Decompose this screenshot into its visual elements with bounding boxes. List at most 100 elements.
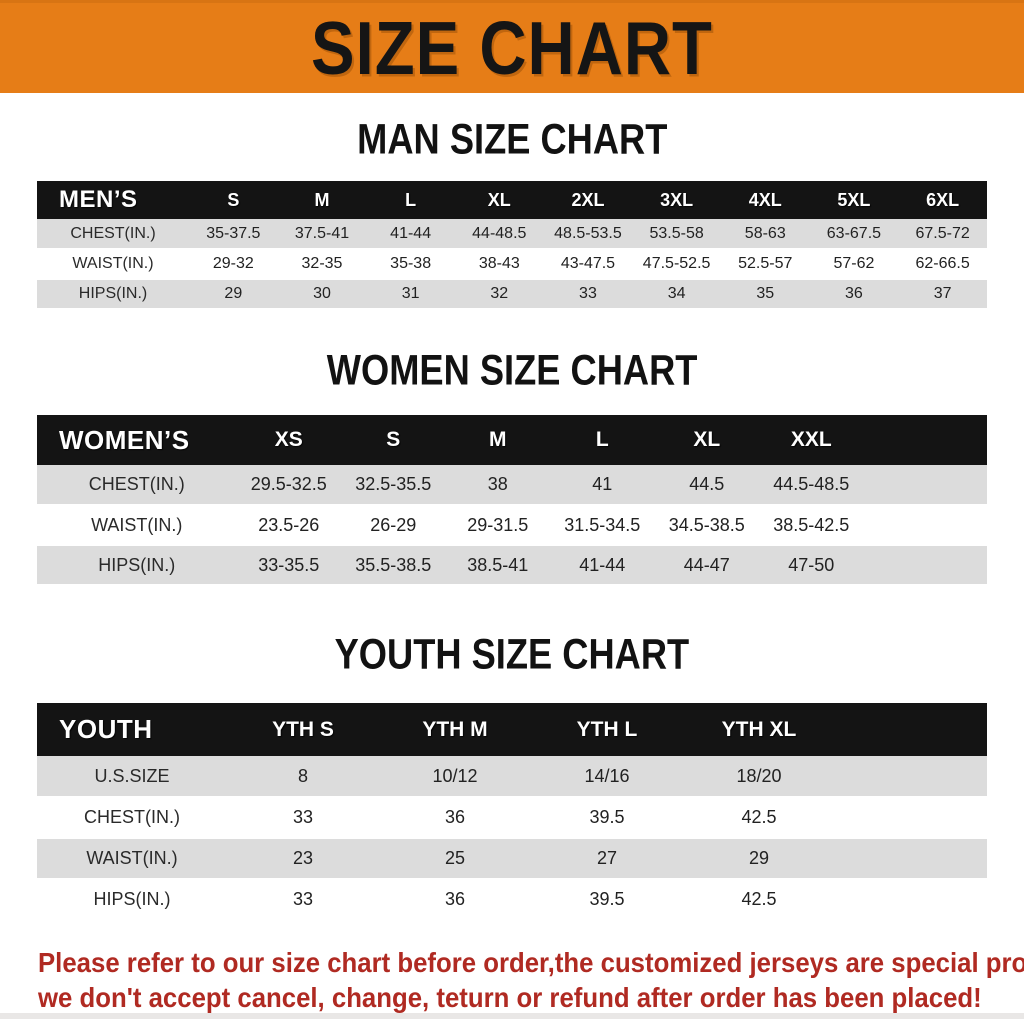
measurement-value: 58-63 xyxy=(744,224,786,242)
measurement-label: CHEST(IN.) xyxy=(70,224,156,242)
measurement-value: 38.5-41 xyxy=(467,554,529,575)
measurement-row: U.S.SIZE 8 10/12 14/16 18/20 xyxy=(37,756,987,797)
measurement-value: 41-44 xyxy=(390,224,432,242)
youth-section-heading: YOUTH SIZE CHART xyxy=(0,631,1024,678)
measurement-value: 33 xyxy=(579,285,597,302)
measurement-value: 39.5 xyxy=(589,889,625,909)
measurement-label: CHEST(IN.) xyxy=(84,807,180,827)
measurement-label: CHEST(IN.) xyxy=(88,474,185,494)
measurement-row: CHEST(IN.) 33 36 39.5 42.5 xyxy=(37,797,987,838)
measurement-row: WAIST(IN.) 23 25 27 29 xyxy=(37,838,987,879)
measurement-label: HIPS(IN.) xyxy=(78,285,148,302)
youth-size-table: YOUTH YTH S YTH M YTH L YTH XL U.S.SIZE 8 10/1… xyxy=(37,703,987,921)
measurement-value: 44-47 xyxy=(683,554,730,575)
measurement-value: 25 xyxy=(444,848,466,868)
size-column-header: XL xyxy=(693,428,721,451)
measurement-value: 33-35.5 xyxy=(258,554,320,575)
measurement-value: 29-32 xyxy=(212,255,254,272)
measurement-value: 33 xyxy=(292,807,314,827)
measurement-label: WAIST(IN.) xyxy=(91,514,183,535)
measurement-value: 10/12 xyxy=(432,765,478,786)
measurement-row: CHEST(IN.) 29.5-32.5 32.5-35.5 38 41 44.5 44.5… xyxy=(37,465,987,505)
measurement-value: 33 xyxy=(292,889,314,909)
table-group-label: YOUTH xyxy=(59,714,153,744)
measurement-value: 31.5-34.5 xyxy=(564,514,641,535)
size-column-header: XXL xyxy=(790,428,832,451)
womens-size-table: WOMEN’S XS S M L XL XXL CHEST(IN.) 29.5-32.5 32.… xyxy=(37,415,987,586)
measurement-value: 37 xyxy=(933,285,952,302)
measurement-value: 47-50 xyxy=(788,554,835,575)
spacer-cell xyxy=(835,797,987,838)
table-group-label: MEN’S xyxy=(59,186,138,213)
man-section-heading-text: MAN SIZE CHART xyxy=(356,116,668,163)
measurement-value: 31 xyxy=(401,285,420,302)
measurement-value: 38 xyxy=(487,474,508,494)
size-column-header: XL xyxy=(487,189,511,210)
mens-table-header-row: MEN’S S M L XL 2XL 3XL 4XL 5XL 6XL xyxy=(37,181,987,219)
measurement-row: HIPS(IN.) 33-35.5 35.5-38.5 38.5-41 41-44 44-… xyxy=(37,545,987,585)
size-column-header: 5XL xyxy=(837,189,871,210)
size-column-header: YTH XL xyxy=(721,717,797,741)
women-section-heading-text: WOMEN SIZE CHART xyxy=(326,347,698,394)
measurement-value: 29.5-32.5 xyxy=(250,474,327,494)
women-section-heading: WOMEN SIZE CHART xyxy=(0,347,1024,394)
size-column-header: YTH L xyxy=(576,717,638,741)
size-column-header: XS xyxy=(274,428,303,451)
measurement-value: 35-37.5 xyxy=(206,224,261,242)
size-column-header: 4XL xyxy=(748,189,782,210)
measurement-value: 41 xyxy=(592,474,613,494)
measurement-value: 35.5-38.5 xyxy=(355,554,432,575)
measurement-value: 23 xyxy=(292,848,314,868)
measurement-value: 53.5-58 xyxy=(649,224,704,242)
disclaimer-line-2: we don't accept cancel, change, teturn o… xyxy=(38,982,982,1013)
measurement-value: 35 xyxy=(756,285,775,302)
size-column-header: YTH M xyxy=(422,717,488,741)
spacer-cell xyxy=(835,703,987,756)
measurement-label: U.S.SIZE xyxy=(94,765,170,786)
banner-title: SIZE CHART xyxy=(311,5,713,91)
measurement-value: 36 xyxy=(845,285,863,302)
measurement-value: 57-62 xyxy=(833,255,875,272)
measurement-value: 23.5-26 xyxy=(258,514,320,535)
measurement-row: WAIST(IN.) 23.5-26 26-29 29-31.5 31.5-34.5 34… xyxy=(37,505,987,545)
size-column-header: 6XL xyxy=(926,189,960,210)
size-column-header: L xyxy=(405,189,417,210)
measurement-value: 14/16 xyxy=(584,765,630,786)
mens-size-table: MEN’S S M L XL 2XL 3XL 4XL 5XL 6XL CHEST(IN.) 35-3… xyxy=(37,181,987,310)
measurement-value: 34 xyxy=(667,285,686,302)
disclaimer-note: Please refer to our size chart before or… xyxy=(38,945,1024,1015)
measurement-value: 32.5-35.5 xyxy=(355,474,432,494)
measurement-value: 39.5 xyxy=(589,807,625,827)
measurement-value: 36 xyxy=(444,889,466,909)
womens-table-header-row: WOMEN’S XS S M L XL XXL xyxy=(37,415,987,465)
measurement-value: 44.5 xyxy=(689,474,725,494)
measurement-row: CHEST(IN.) 35-37.5 37.5-41 41-44 44-48.5 48.5… xyxy=(37,219,987,249)
measurement-value: 18/20 xyxy=(736,765,782,786)
measurement-value: 29 xyxy=(748,848,770,868)
size-column-header: 3XL xyxy=(660,189,694,210)
measurement-row: WAIST(IN.) 29-32 32-35 35-38 38-43 43-47.5 47.… xyxy=(37,249,987,279)
measurement-value: 44.5-48.5 xyxy=(773,474,850,494)
measurement-value: 34.5-38.5 xyxy=(668,514,745,535)
measurement-value: 41-44 xyxy=(579,554,626,575)
measurement-value: 44-48.5 xyxy=(472,224,527,242)
size-column-header: 2XL xyxy=(571,189,605,210)
measurement-value: 29-31.5 xyxy=(467,514,529,535)
measurement-value: 48.5-53.5 xyxy=(554,224,622,242)
measurement-value: 32-35 xyxy=(301,255,343,272)
size-column-header: M xyxy=(314,189,330,210)
disclaimer-line-1: Please refer to our size chart before or… xyxy=(38,947,1024,978)
bottom-edge-strip xyxy=(0,1013,1024,1019)
measurement-value: 32 xyxy=(490,285,509,302)
spacer-cell xyxy=(835,756,987,797)
measurement-label: HIPS(IN.) xyxy=(93,889,171,909)
measurement-label: WAIST(IN.) xyxy=(86,848,178,868)
youth-table-header-row: YOUTH YTH S YTH M YTH L YTH XL xyxy=(37,703,987,756)
measurement-value: 8 xyxy=(297,765,308,786)
measurement-value: 38-43 xyxy=(478,255,520,272)
measurement-value: 63-67.5 xyxy=(826,224,882,242)
youth-section-heading-text: YOUTH SIZE CHART xyxy=(334,631,690,678)
size-column-header: S xyxy=(227,189,240,210)
measurement-value: 30 xyxy=(313,285,331,302)
size-column-header: S xyxy=(386,428,401,451)
